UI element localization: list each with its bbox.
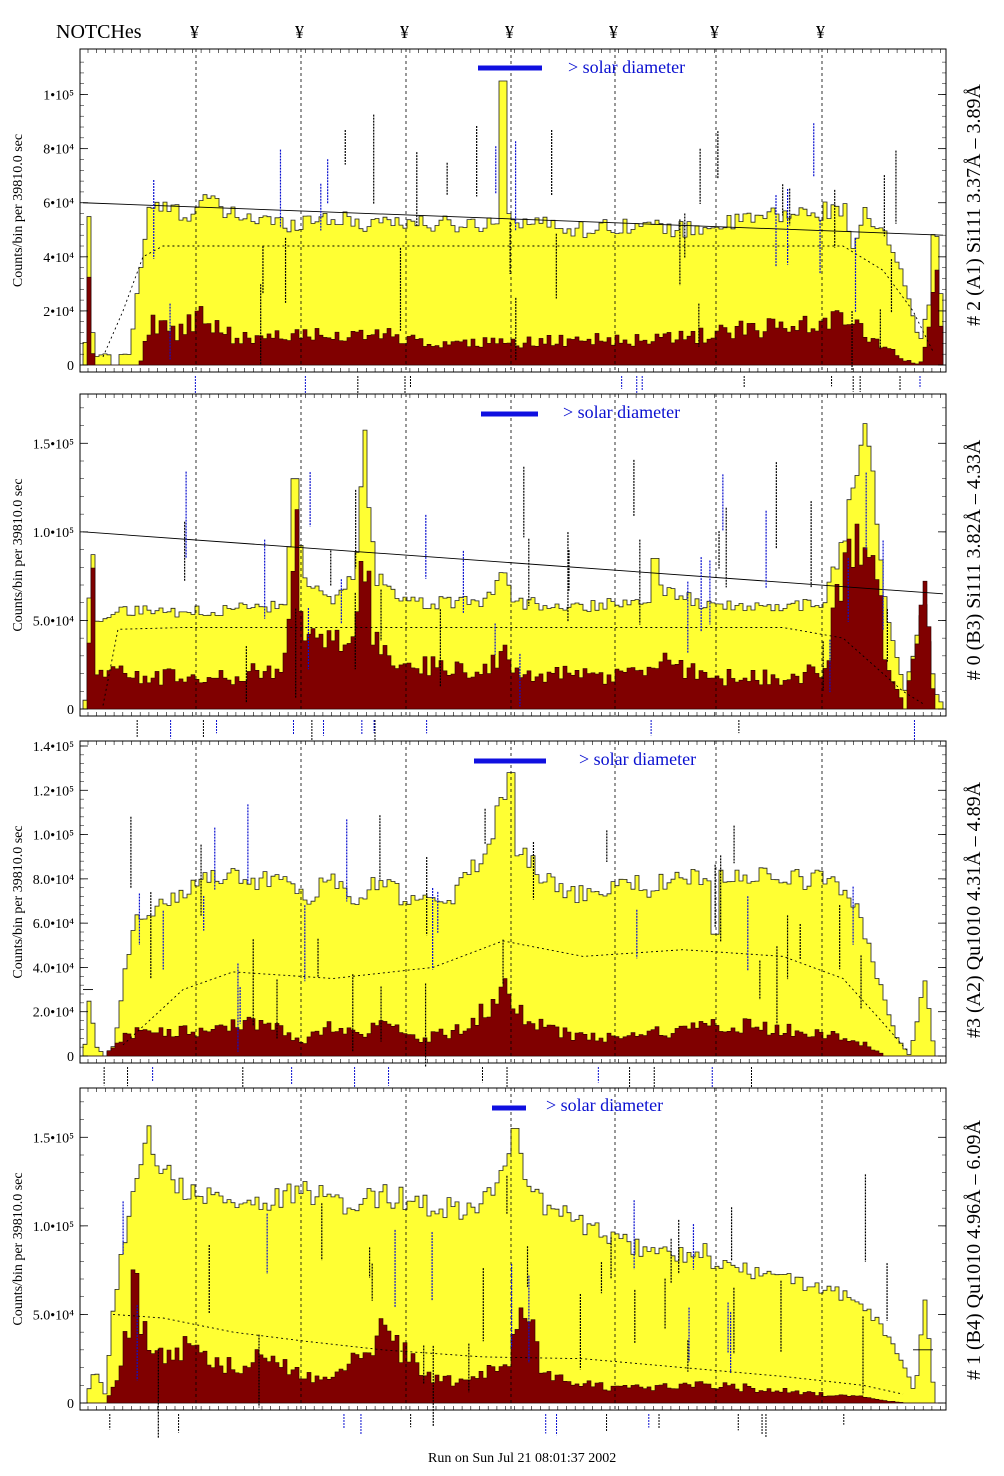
component-histogram <box>83 978 943 1057</box>
y-axis-label: Counts/bin per 39810.0 sec <box>11 825 26 978</box>
y-tick-label: 2•10⁴ <box>43 305 74 320</box>
panel-2: 0 2.0•10⁴ 4.0•10⁴ 6.0•10⁴ 8.0•10⁴ 1.0•10⁵ 1.2•… <box>11 740 985 1089</box>
panel-1: 0 5.0•10⁴ 1.0•10⁵ 1.5•10⁵ Counts/bin per 398… <box>11 393 985 744</box>
plot-frame <box>79 740 947 1064</box>
dashed-profile <box>102 627 924 706</box>
y-tick-label: 1.5•10⁵ <box>33 437 74 452</box>
notch-marker-6: ¥ <box>816 22 825 42</box>
y-tick-label: 1.0•10⁵ <box>33 526 74 541</box>
y-tick-label: 0 <box>67 1397 74 1412</box>
y-axis-label: Counts/bin per 39810.0 sec <box>11 478 26 631</box>
notches-label: NOTCHes <box>56 21 142 43</box>
y-tick-label: 1.5•10⁵ <box>33 1131 74 1146</box>
solar-diameter-label: > solar diameter <box>579 749 696 769</box>
y-tick-label: 6•10⁴ <box>43 197 74 212</box>
component-histogram <box>83 269 944 366</box>
y-tick-label: 8.0•10⁴ <box>33 873 74 888</box>
y-tick-label: 1.2•10⁵ <box>33 784 74 799</box>
plot-frame <box>79 1087 947 1411</box>
y-tick-label: 5.0•10⁴ <box>33 1308 74 1323</box>
notch-marker-5: ¥ <box>710 22 719 42</box>
y-tick-label: 0 <box>67 1050 74 1065</box>
panel-title: # 2 (A1) Si111 3.37Å – 3.89Å <box>963 84 985 326</box>
y-tick-label: 1.0•10⁵ <box>33 829 74 844</box>
notch-marker-4: ¥ <box>609 22 618 42</box>
y-tick-label: 0 <box>67 703 74 718</box>
component-histogram <box>83 1269 943 1404</box>
solar-diameter-label: > solar diameter <box>568 57 685 77</box>
run-info: Run on Sun Jul 21 08:01:37 2002 <box>428 1451 616 1466</box>
y-tick-label: 6.0•10⁴ <box>33 917 74 932</box>
y-tick-label: 1.4•10⁵ <box>33 740 74 755</box>
notch-marker-1: ¥ <box>295 22 304 42</box>
notch-marker-2: ¥ <box>400 22 409 42</box>
panel-title: # 1 (B4) Qu1010 4.96Å – 6.09Å <box>963 1119 985 1380</box>
dashed-profile <box>122 940 909 1052</box>
solar-diameter-label: > solar diameter <box>546 1095 663 1115</box>
y-axis-label: Counts/bin per 39810.0 sec <box>11 134 26 287</box>
notch-marker-0: ¥ <box>190 22 199 42</box>
dashed-profile <box>112 1313 904 1395</box>
y-tick-label: 8•10⁴ <box>43 143 74 158</box>
y-tick-label: 5.0•10⁴ <box>33 614 74 629</box>
y-tick-label: 4•10⁴ <box>43 251 74 266</box>
reference-line <box>82 531 944 595</box>
panels: 0 2•10⁴ 4•10⁴ 6•10⁴ 8•10⁴ 1•10⁵ Counts/bin per… <box>11 48 985 1439</box>
y-tick-label: 0 <box>67 359 74 374</box>
plot-frame <box>79 393 947 717</box>
y-tick-label: 1.0•10⁵ <box>33 1220 74 1235</box>
y-tick-label: 4.0•10⁴ <box>33 961 74 976</box>
notch-markers: ¥ ¥ ¥ ¥ ¥ ¥ ¥ <box>190 22 825 42</box>
solar-diameter-label: > solar diameter <box>563 402 680 422</box>
panel-0: 0 2•10⁴ 4•10⁴ 6•10⁴ 8•10⁴ 1•10⁵ Counts/bin per… <box>11 48 985 400</box>
y-tick-label: 1•10⁵ <box>43 89 74 104</box>
plot-frame <box>79 48 947 373</box>
reference-line <box>82 202 944 236</box>
component-histogram <box>83 509 943 710</box>
dashed-profile <box>102 245 934 358</box>
notch-marker-3: ¥ <box>505 22 514 42</box>
y-axis-label: Counts/bin per 39810.0 sec <box>11 1172 26 1325</box>
panel-3: 0 5.0•10⁴ 1.0•10⁵ 1.5•10⁵ Counts/bin per 398… <box>11 1087 985 1439</box>
total-histogram <box>82 80 944 366</box>
panel-title: # 0 (B3) Si111 3.82Å – 4.33Å <box>963 439 985 680</box>
y-tick-label: 2.0•10⁴ <box>33 1006 74 1021</box>
panel-title: #3 (A2) Qu1010 4.31Å – 4.89Å <box>963 781 985 1038</box>
